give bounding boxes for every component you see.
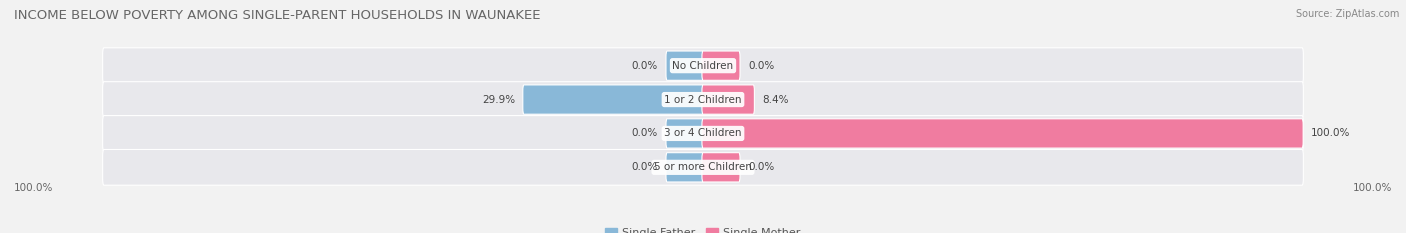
Text: 0.0%: 0.0% [631, 128, 658, 138]
Text: 100.0%: 100.0% [14, 183, 53, 193]
Text: 3 or 4 Children: 3 or 4 Children [664, 128, 742, 138]
FancyBboxPatch shape [702, 153, 740, 182]
Text: 5 or more Children: 5 or more Children [654, 162, 752, 172]
FancyBboxPatch shape [103, 116, 1303, 151]
Text: No Children: No Children [672, 61, 734, 71]
FancyBboxPatch shape [702, 85, 755, 114]
Text: 0.0%: 0.0% [748, 162, 775, 172]
FancyBboxPatch shape [702, 119, 1303, 148]
FancyBboxPatch shape [666, 51, 704, 80]
FancyBboxPatch shape [666, 119, 704, 148]
Text: INCOME BELOW POVERTY AMONG SINGLE-PARENT HOUSEHOLDS IN WAUNAKEE: INCOME BELOW POVERTY AMONG SINGLE-PARENT… [14, 9, 540, 22]
FancyBboxPatch shape [103, 150, 1303, 185]
Text: 0.0%: 0.0% [631, 61, 658, 71]
Text: 100.0%: 100.0% [1353, 183, 1392, 193]
Text: 0.0%: 0.0% [631, 162, 658, 172]
FancyBboxPatch shape [666, 153, 704, 182]
Text: Source: ZipAtlas.com: Source: ZipAtlas.com [1295, 9, 1399, 19]
FancyBboxPatch shape [702, 51, 740, 80]
Text: 1 or 2 Children: 1 or 2 Children [664, 95, 742, 105]
Text: 29.9%: 29.9% [482, 95, 515, 105]
Text: 8.4%: 8.4% [762, 95, 789, 105]
Text: 0.0%: 0.0% [748, 61, 775, 71]
FancyBboxPatch shape [523, 85, 704, 114]
FancyBboxPatch shape [103, 82, 1303, 117]
FancyBboxPatch shape [103, 48, 1303, 83]
Legend: Single Father, Single Mother: Single Father, Single Mother [600, 223, 806, 233]
Text: 100.0%: 100.0% [1310, 128, 1350, 138]
